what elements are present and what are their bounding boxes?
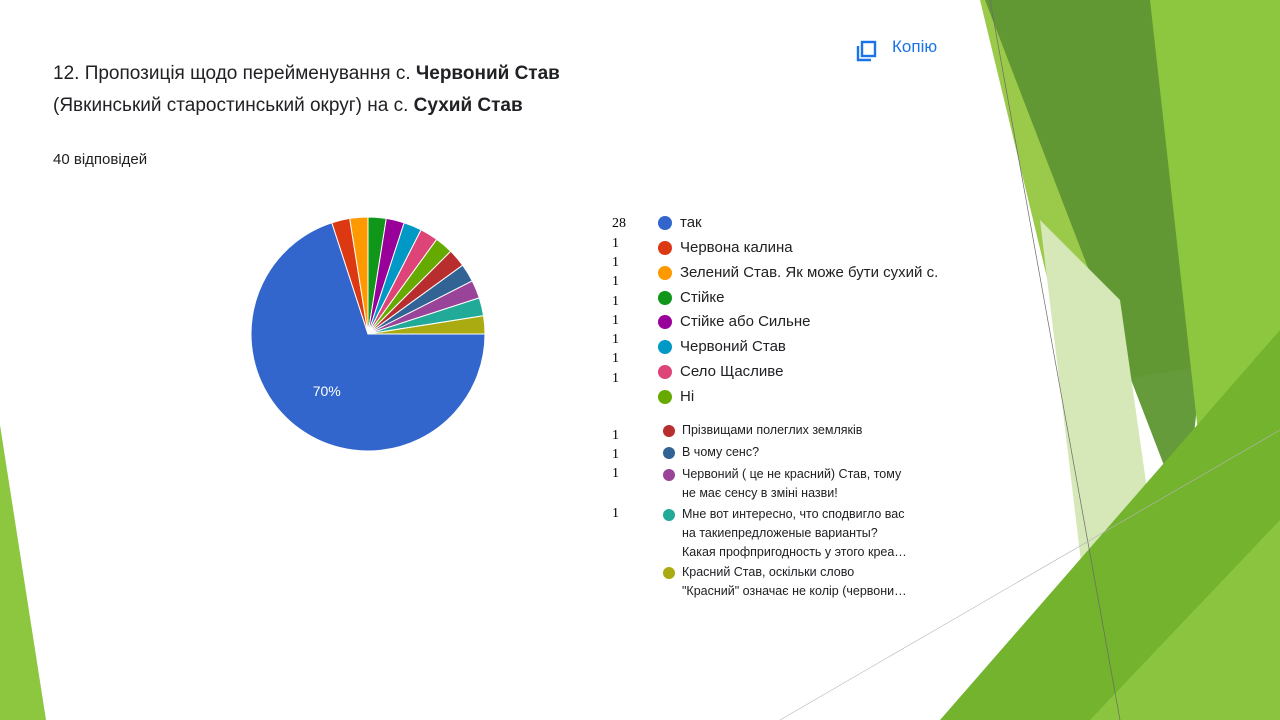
legend-item[interactable]: Прізвищами полеглих земляків <box>663 421 953 440</box>
count-label: 1 <box>612 466 619 481</box>
legend-label: Стійке <box>680 289 725 306</box>
legend-swatch <box>658 365 672 379</box>
legend-swatch <box>663 509 675 521</box>
title-middle: (Явкинський старостинський округ) на с. <box>53 95 414 116</box>
responses-count: 40 відповідей <box>53 151 148 168</box>
legend-item[interactable]: Красний Став, оскільки слово "Красний" оз… <box>663 563 953 601</box>
count-label: 1 <box>612 255 619 270</box>
legend-item[interactable]: так <box>658 214 702 232</box>
count-label: 1 <box>612 332 619 347</box>
deco-dark-band <box>985 0 1205 520</box>
legend-item[interactable]: Стійке або Сильне <box>658 313 811 331</box>
deco-bottom-corner <box>1090 520 1280 720</box>
deco-left-sliver <box>0 425 46 720</box>
legend-item[interactable]: В чому сенс? <box>663 443 953 462</box>
legend-swatch <box>658 291 672 305</box>
title-old-name: Червоний Став <box>415 63 560 84</box>
count-label: 1 <box>612 351 619 366</box>
copy-button[interactable]: Копію <box>856 38 937 64</box>
count-label: 1 <box>612 294 619 309</box>
copy-icon <box>856 40 877 62</box>
legend-label: В чому сенс? <box>682 445 760 459</box>
pie-slice[interactable] <box>250 222 486 452</box>
legend-swatch <box>663 469 675 481</box>
count-label: 1 <box>612 428 619 443</box>
legend-label: Красний Став, оскільки слово "Красний" оз… <box>682 565 907 598</box>
count-label: 1 <box>612 506 619 521</box>
question-title: 12. Пропозиція щодо перейменування с. Че… <box>53 58 773 122</box>
deco-thin-line-2 <box>779 429 1280 720</box>
slice-percent-label: 70% <box>313 383 341 399</box>
legend-label: Червона калина <box>680 239 793 256</box>
legend-swatch <box>663 425 675 437</box>
legend-item[interactable]: Червона калина <box>658 239 793 257</box>
legend-swatch <box>663 447 675 459</box>
legend-item[interactable]: Червоний ( це не красний) Став, тому не м… <box>663 465 953 503</box>
legend-label: так <box>680 214 702 231</box>
legend-label: Мне вот интересно, что сподвигло вас на т… <box>682 507 907 559</box>
legend-item[interactable]: Червоний Став <box>658 338 786 356</box>
pie-slice[interactable] <box>367 315 486 335</box>
legend-label: Стійке або Сильне <box>680 313 811 330</box>
legend-label: Червоний ( це не красний) Став, тому не м… <box>682 467 902 500</box>
legend-item[interactable]: Мне вот интересно, что сподвигло вас на т… <box>663 505 953 562</box>
legend-item[interactable]: Зелений Став. Як може бути сухий с. <box>658 264 938 282</box>
title-prefix: 12. Пропозиція щодо перейменування с. <box>53 63 416 84</box>
legend-item[interactable]: Ні <box>658 388 694 406</box>
legend-swatch <box>658 315 672 329</box>
legend-swatch <box>658 216 672 230</box>
count-label: 1 <box>612 313 619 328</box>
legend-swatch <box>658 266 672 280</box>
legend-swatch <box>658 390 672 404</box>
legend-label: Село Щасливе <box>680 363 784 380</box>
count-label: 1 <box>612 447 619 462</box>
legend-label: Зелений Став. Як може бути сухий с. <box>680 264 939 281</box>
copy-label: Копію <box>892 38 938 56</box>
legend-swatch <box>658 340 672 354</box>
count-label: 28 <box>612 216 626 231</box>
legend-item[interactable]: Стійке <box>658 289 725 307</box>
pie-chart: 70% <box>250 216 486 452</box>
count-label: 1 <box>612 236 619 251</box>
legend-label: Ні <box>680 388 695 405</box>
legend-label: Прізвищами полеглих земляків <box>682 423 863 437</box>
legend-swatch <box>658 241 672 255</box>
legend-item[interactable]: Село Щасливе <box>658 363 783 381</box>
legend-swatch <box>663 567 675 579</box>
legend-label: Червоний Став <box>680 338 786 355</box>
title-new-name: Сухий Став <box>413 95 523 116</box>
deco-thin-line <box>989 0 1121 720</box>
count-label: 1 <box>612 371 619 386</box>
count-label: 1 <box>612 274 619 289</box>
